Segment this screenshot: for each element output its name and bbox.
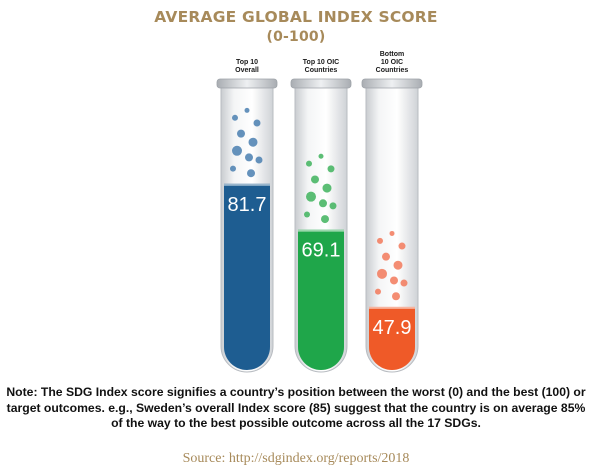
bubble <box>400 279 408 287</box>
category-label: Overall <box>235 67 259 74</box>
value-label: 69.1 <box>302 240 341 262</box>
bubble <box>244 107 250 113</box>
bubble <box>247 169 255 178</box>
bubble <box>306 191 316 202</box>
test-tube-rim <box>216 78 278 89</box>
bubble <box>245 153 253 162</box>
value-label: 47.9 <box>373 317 412 339</box>
bubble <box>230 165 236 172</box>
bubble <box>375 288 381 295</box>
bubble <box>377 237 383 244</box>
bubble <box>393 260 403 270</box>
liquid-bar <box>224 183 270 370</box>
category-label: Bottom <box>380 51 405 58</box>
bubble <box>319 199 327 208</box>
bubble <box>392 292 400 301</box>
value-label: 81.7 <box>228 194 267 216</box>
liquid-surface <box>298 229 344 232</box>
test-tube-rim <box>290 78 352 89</box>
chart-title: AVERAGE GLOBAL INDEX SCORE <box>154 8 438 26</box>
source-citation: Source: http://sdgindex.org/reports/2018 <box>182 451 410 466</box>
bubble <box>232 145 242 156</box>
bubble <box>253 119 261 127</box>
bubble <box>237 129 245 138</box>
liquid-bar <box>369 306 415 370</box>
bubble <box>255 156 263 164</box>
liquid-bar <box>298 229 344 370</box>
liquid-surface <box>224 183 270 186</box>
category-label: Top 10 <box>236 59 258 66</box>
test-tube-glass <box>365 86 419 373</box>
category-label: Countries <box>305 67 338 74</box>
bubble <box>389 230 395 236</box>
bubble <box>322 183 332 193</box>
bubble <box>382 252 390 261</box>
category-label: Top 10 OIC <box>303 59 339 66</box>
bubble <box>248 137 258 147</box>
bubble <box>232 114 238 121</box>
bubble <box>377 268 387 279</box>
bubble <box>398 242 406 250</box>
bubble <box>329 202 337 210</box>
liquid-surface <box>369 306 415 309</box>
bubble <box>327 165 335 173</box>
category-label: Countries <box>376 67 409 74</box>
bubble <box>318 153 324 159</box>
bubble <box>306 160 312 167</box>
bubble <box>321 215 329 224</box>
bubble <box>304 211 310 218</box>
bubble <box>311 175 319 184</box>
category-label: 10 OIC <box>381 59 403 66</box>
chart-subtitle: (0-100) <box>266 29 326 45</box>
test-tube-rim <box>361 78 423 89</box>
bubble <box>390 276 398 285</box>
chart-note: Note: The SDG Index score signifies a co… <box>6 385 586 430</box>
